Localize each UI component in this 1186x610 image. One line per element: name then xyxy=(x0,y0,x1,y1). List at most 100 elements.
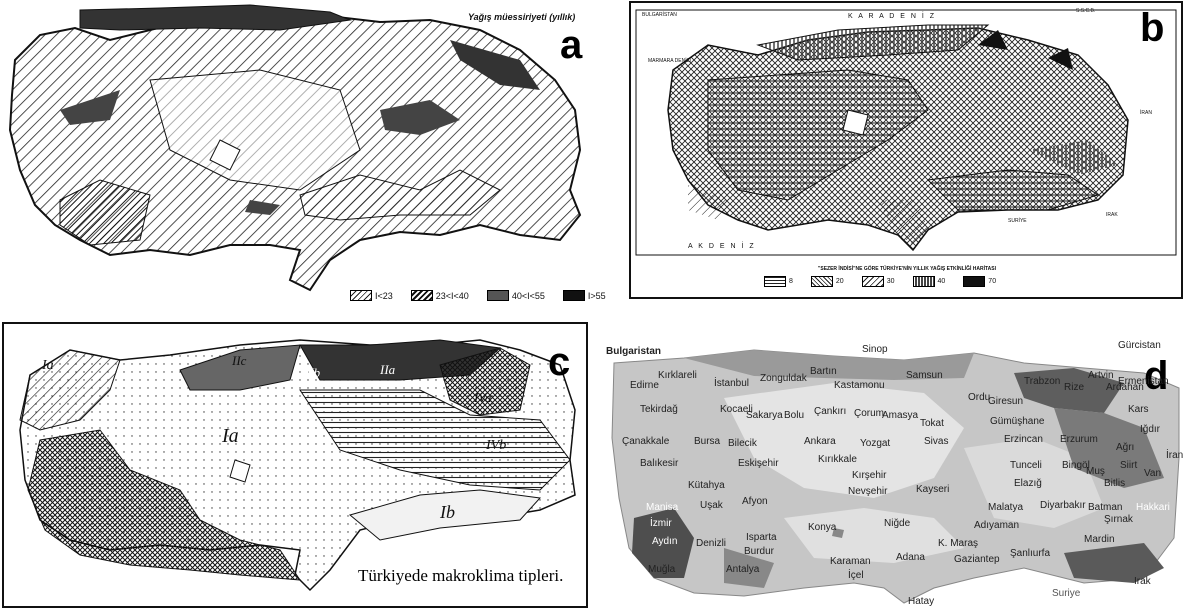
legend-b-item: 20 xyxy=(810,276,844,287)
city-label: Zonguldak xyxy=(760,373,807,384)
country-label: Suriye xyxy=(1052,588,1081,599)
legend-b-item: 30 xyxy=(861,276,895,287)
city-label: Erzincan xyxy=(1004,434,1043,445)
city-label: Kayseri xyxy=(916,484,950,495)
map-d xyxy=(604,338,1186,610)
panel-c: c Türkiyede makroklima tipleri. Ia IIc I… xyxy=(0,320,590,610)
panel-d: d Bulgaristan Gürcistan Ermenistan İran … xyxy=(604,338,1186,610)
city-label: Sivas xyxy=(924,436,949,447)
city-label: Nevşehir xyxy=(848,486,888,497)
city-label: K. Maraş xyxy=(938,538,979,549)
city-label: Tekirdağ xyxy=(640,404,678,415)
city-label: Çorum xyxy=(854,408,885,419)
panel-d-letter: d xyxy=(1144,354,1169,398)
country-label: Ermenistan xyxy=(1118,376,1169,387)
label-marmara: MARMARA DENİZİ xyxy=(648,58,692,64)
city-label: Batman xyxy=(1088,502,1123,513)
city-label: Rize xyxy=(1064,382,1085,393)
city-label: Sakarya xyxy=(746,410,783,421)
city-label: Van xyxy=(1144,468,1162,479)
city-label: Ankara xyxy=(804,436,836,447)
city-label: Uşak xyxy=(700,500,723,511)
city-label: Ordu xyxy=(968,392,991,403)
legend-b-item: 70 xyxy=(963,276,996,287)
city-label: Mardin xyxy=(1084,534,1115,545)
map-c xyxy=(2,322,588,608)
city-label: Isparta xyxy=(746,532,777,543)
city-label: Kocaeli xyxy=(720,404,753,415)
legend-b-title: "SEZER İNDİSİ"NE GÖRE TÜRKİYE'NİN YILLIK… xyxy=(818,266,996,272)
label-bulgaristan: BULGARİSTAN xyxy=(642,12,677,18)
legend-a-item: 23<I<40 xyxy=(410,290,469,301)
zone-label: Ia xyxy=(42,358,54,373)
zone-label: IIa xyxy=(380,362,396,377)
city-label: Muğla xyxy=(648,564,676,575)
country-label: İran xyxy=(1166,450,1184,461)
city-label: Aydın xyxy=(652,536,678,547)
zone-label: IVa xyxy=(474,390,492,405)
city-label: Hatay xyxy=(908,596,935,607)
city-label: Kırıkkale xyxy=(818,454,857,465)
city-label: Kırklareli xyxy=(658,370,697,381)
label-suriye: SURİYE xyxy=(1008,218,1027,224)
city-label: İzmir xyxy=(650,518,672,529)
city-label: Gümüşhane xyxy=(990,416,1045,427)
city-label: Kırşehir xyxy=(852,470,887,481)
city-label: Bitlis xyxy=(1104,478,1126,489)
city-label: Burdur xyxy=(744,546,775,557)
sea-top-label: K A R A D E N İ Z xyxy=(848,13,937,20)
legend-a-item: I>55 xyxy=(562,290,606,301)
city-label: Denizli xyxy=(696,538,727,549)
legend-b-item: 40 xyxy=(912,276,945,287)
map-a xyxy=(8,4,582,292)
city-label: İstanbul xyxy=(714,378,750,389)
city-label: Çankırı xyxy=(814,406,847,417)
legend-a-item: 40<I<55 xyxy=(486,290,545,301)
city-label: Antalya xyxy=(726,564,760,575)
city-label: Ardahan xyxy=(1106,382,1144,393)
city-label: Konya xyxy=(808,522,837,533)
city-label: Tunceli xyxy=(1010,460,1042,471)
city-label: Balıkesir xyxy=(640,458,679,469)
panel-a-letter: a xyxy=(560,23,583,67)
zone-label: Ib xyxy=(440,502,455,522)
legend-b-item: 8 xyxy=(764,276,793,287)
city-label: Şanlıurfa xyxy=(1010,548,1051,559)
city-label: Çanakkale xyxy=(622,436,670,447)
city-label: Giresun xyxy=(988,396,1024,407)
label-irak: IRAK xyxy=(1106,212,1118,218)
country-label: Irak xyxy=(1134,576,1151,587)
city-label: Sinop xyxy=(862,344,888,355)
city-label: Afyon xyxy=(742,496,768,507)
city-label: Eskişehir xyxy=(738,458,779,469)
zone-label: IIb xyxy=(305,365,321,380)
panel-a: Yağış müessiriyeti (yıllık) a I<23 23<I<… xyxy=(0,0,606,305)
city-label: Elazığ xyxy=(1014,478,1042,489)
map-b xyxy=(629,1,1183,299)
country-label: Bulgaristan xyxy=(606,346,662,357)
city-label: Bartın xyxy=(810,366,837,377)
legend-a: I<23 23<I<40 40<I<55 I>55 xyxy=(350,290,620,301)
city-label: Adana xyxy=(896,552,925,563)
city-label: Hakkari xyxy=(1136,502,1170,513)
city-label: Adıyaman xyxy=(974,520,1020,531)
city-label: Gaziantep xyxy=(954,554,1000,565)
city-label: Muş xyxy=(1086,466,1105,477)
city-label: Kars xyxy=(1128,404,1149,415)
city-label: Tokat xyxy=(920,418,944,429)
city-label: Siirt xyxy=(1120,460,1138,471)
legend-a-item: I<23 xyxy=(350,290,393,301)
panel-b-letter: b xyxy=(1140,6,1165,50)
city-label: Yozgat xyxy=(860,438,891,449)
label-sscb: S.S.C.B. xyxy=(1076,8,1096,14)
label-iran: İRAN xyxy=(1140,110,1152,116)
city-label: Amasya xyxy=(882,410,919,421)
city-label: Malatya xyxy=(988,502,1024,513)
city-label: İçel xyxy=(848,570,864,581)
city-label: Bolu xyxy=(784,410,805,421)
city-label: Trabzon xyxy=(1024,376,1061,387)
panel-c-letter: c xyxy=(548,340,571,384)
country-label: Gürcistan xyxy=(1118,340,1161,351)
city-label: Ağrı xyxy=(1116,442,1135,453)
map-c-caption: Türkiyede makroklima tipleri. xyxy=(358,566,564,585)
